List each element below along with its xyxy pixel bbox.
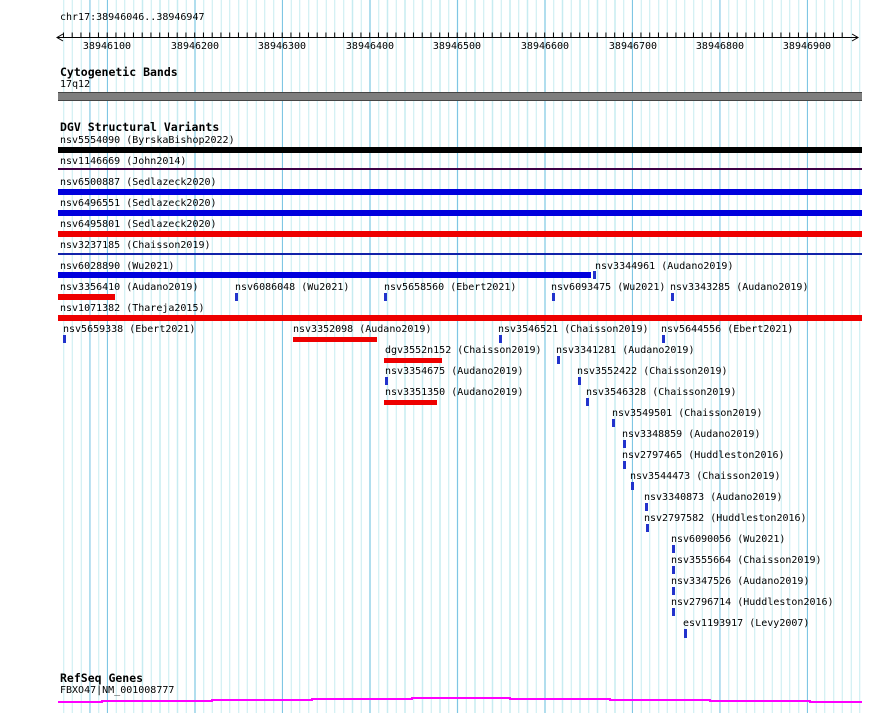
variant-point-marker[interactable] (684, 629, 687, 638)
variant-label[interactable]: nsv6496551 (Sedlazeck2020) (60, 198, 217, 209)
ruler-tick-label: 38946100 (82, 41, 132, 52)
variant-point-marker[interactable] (672, 566, 675, 574)
variant-label[interactable]: nsv3352098 (Audano2019) (293, 324, 432, 335)
variant-point-marker[interactable] (552, 293, 555, 301)
variant-point-marker[interactable] (662, 335, 665, 343)
variant-bar[interactable] (58, 168, 862, 170)
variant-point-marker[interactable] (645, 503, 648, 511)
variant-point-marker[interactable] (672, 587, 675, 595)
ruler-tick-label: 38946500 (432, 41, 482, 52)
variant-label[interactable]: nsv3348859 (Audano2019) (622, 429, 761, 440)
ruler-tick-label: 38946200 (170, 41, 220, 52)
variant-label[interactable]: nsv3237185 (Chaisson2019) (60, 240, 211, 251)
variant-bar[interactable] (58, 294, 115, 300)
variant-point-marker[interactable] (586, 398, 589, 406)
variant-point-marker[interactable] (384, 293, 387, 301)
ruler-tick-label: 38946400 (345, 41, 395, 52)
variant-bar[interactable] (58, 272, 591, 278)
variant-point-marker[interactable] (593, 271, 596, 279)
variant-bar[interactable] (58, 189, 862, 195)
variant-label[interactable]: nsv6495801 (Sedlazeck2020) (60, 219, 217, 230)
variant-label[interactable]: nsv3546521 (Chaisson2019) (498, 324, 649, 335)
variant-point-marker[interactable] (646, 524, 649, 532)
variant-label[interactable]: nsv6093475 (Wu2021) (551, 282, 666, 293)
variant-label[interactable]: nsv3343285 (Audano2019) (670, 282, 809, 293)
variant-label[interactable]: nsv2797465 (Huddleston2016) (622, 450, 785, 461)
variant-label[interactable]: nsv3354675 (Audano2019) (385, 366, 524, 377)
variant-point-marker[interactable] (623, 440, 626, 448)
variant-bar[interactable] (384, 358, 442, 363)
variant-label[interactable]: nsv3347526 (Audano2019) (671, 576, 810, 587)
variant-bar[interactable] (384, 400, 437, 405)
refseq-track-title: RefSeq Genes (60, 671, 144, 685)
variant-label[interactable]: nsv3549501 (Chaisson2019) (612, 408, 763, 419)
variant-bar[interactable] (58, 253, 862, 255)
variant-bar[interactable] (58, 210, 862, 216)
variant-label[interactable]: nsv2796714 (Huddleston2016) (671, 597, 834, 608)
variant-label[interactable]: nsv5659338 (Ebert2021) (63, 324, 196, 335)
variant-label[interactable]: nsv6086048 (Wu2021) (235, 282, 350, 293)
variant-point-marker[interactable] (672, 608, 675, 616)
variant-bar[interactable] (58, 147, 862, 153)
variant-label[interactable]: nsv1071382 (Thareja2015) (60, 303, 205, 314)
variant-label[interactable]: nsv6500887 (Sedlazeck2020) (60, 177, 217, 188)
variant-point-marker[interactable] (578, 377, 581, 385)
ruler-tick-label: 38946900 (782, 41, 832, 52)
variant-point-marker[interactable] (623, 461, 626, 469)
variant-label[interactable]: nsv3356410 (Audano2019) (60, 282, 199, 293)
cytoband-label: 17q12 (60, 79, 91, 90)
position-readout: chr17:38946046..38946947 (60, 12, 205, 23)
variant-point-marker[interactable] (235, 293, 238, 301)
variant-label[interactable]: nsv5658560 (Ebert2021) (384, 282, 517, 293)
variant-point-marker[interactable] (499, 335, 502, 343)
cytoband-track-title: Cytogenetic Bands (60, 65, 178, 79)
variant-bar[interactable] (293, 337, 377, 342)
ruler-tick-label: 38946300 (257, 41, 307, 52)
dgv-track-title: DGV Structural Variants (60, 120, 220, 134)
variant-label[interactable]: nsv5644556 (Ebert2021) (661, 324, 794, 335)
variant-label[interactable]: nsv3351350 (Audano2019) (385, 387, 524, 398)
refseq-gene-label[interactable]: FBXO47|NM_001008777 (60, 685, 175, 696)
variant-label[interactable]: nsv3544473 (Chaisson2019) (630, 471, 781, 482)
variant-point-marker[interactable] (557, 356, 560, 364)
variant-label[interactable]: nsv6028890 (Wu2021) (60, 261, 175, 272)
variant-point-marker[interactable] (385, 377, 388, 385)
variant-bar[interactable] (58, 231, 862, 237)
variant-bar[interactable] (58, 315, 862, 321)
variant-label[interactable]: nsv1146669 (John2014) (60, 156, 187, 167)
variant-label[interactable]: esv1193917 (Levy2007) (683, 618, 810, 629)
variant-label[interactable]: nsv3552422 (Chaisson2019) (577, 366, 728, 377)
ruler (56, 32, 859, 42)
variant-point-marker[interactable] (63, 335, 66, 343)
variant-label[interactable]: nsv3344961 (Audano2019) (595, 261, 734, 272)
ruler-tick-label: 38946700 (608, 41, 658, 52)
grid-background (57, 0, 862, 713)
ruler-tick-label: 38946800 (695, 41, 745, 52)
variant-label[interactable]: nsv3546328 (Chaisson2019) (586, 387, 737, 398)
variant-label[interactable]: nsv3340873 (Audano2019) (644, 492, 783, 503)
variant-point-marker[interactable] (612, 419, 615, 427)
variant-point-marker[interactable] (631, 482, 634, 490)
variant-label[interactable]: dgv3552n152 (Chaisson2019) (385, 345, 542, 356)
variant-point-marker[interactable] (672, 545, 675, 553)
variant-label[interactable]: nsv3555664 (Chaisson2019) (671, 555, 822, 566)
variant-label[interactable]: nsv6090056 (Wu2021) (671, 534, 786, 545)
variant-point-marker[interactable] (671, 293, 674, 301)
variant-label[interactable]: nsv3341281 (Audano2019) (556, 345, 695, 356)
cytoband-bar[interactable] (58, 92, 862, 101)
variant-label[interactable]: nsv2797582 (Huddleston2016) (644, 513, 807, 524)
variant-label[interactable]: nsv5554090 (ByrskaBishop2022) (60, 135, 235, 146)
ruler-tick-label: 38946600 (520, 41, 570, 52)
